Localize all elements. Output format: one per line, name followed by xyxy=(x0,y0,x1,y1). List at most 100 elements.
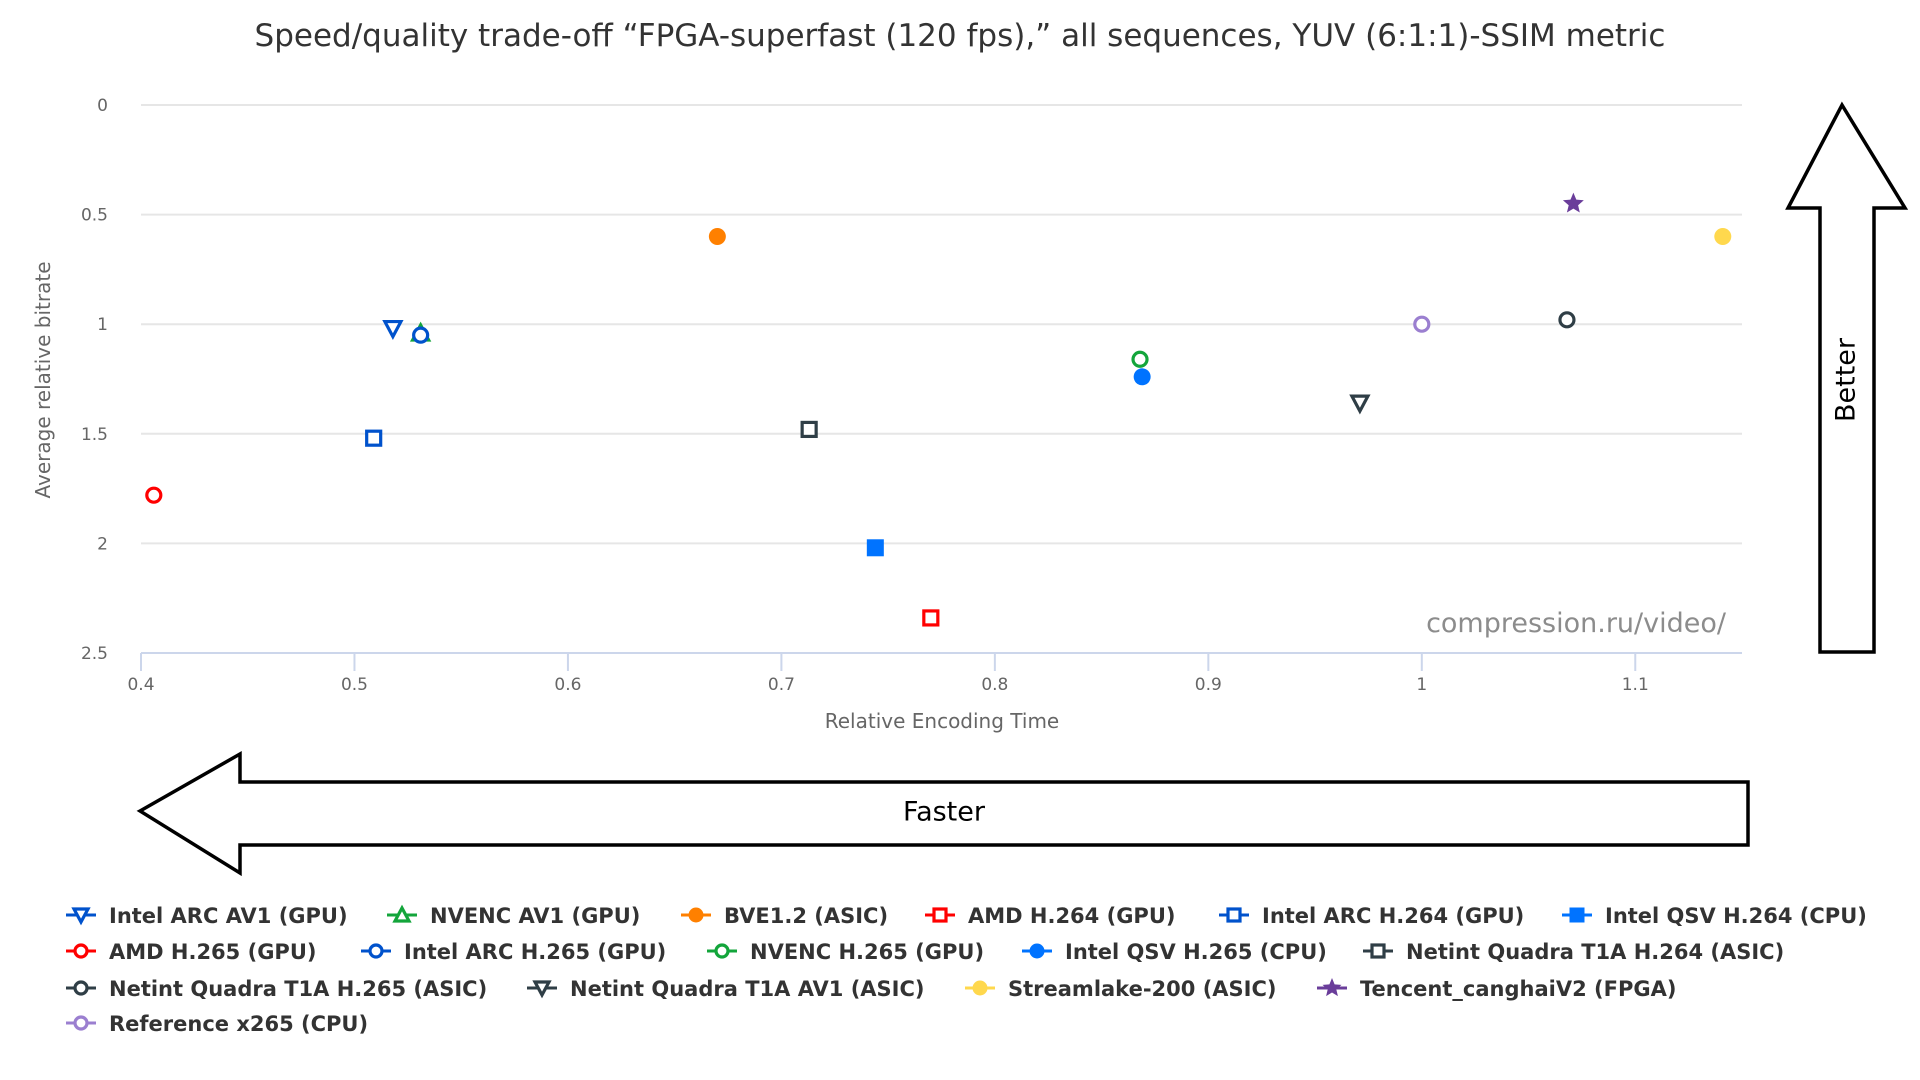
data-point[interactable] xyxy=(1714,228,1732,246)
arrow-left-icon xyxy=(136,750,1750,877)
data-point[interactable] xyxy=(365,429,383,447)
legend-item[interactable]: Intel ARC H.264 (GPU) xyxy=(1219,904,1524,928)
x-tick-label: 1.1 xyxy=(1622,675,1649,695)
legend-item[interactable]: AMD H.265 (GPU) xyxy=(66,940,316,964)
data-point[interactable] xyxy=(922,609,940,627)
legend-item[interactable]: Netint Quadra T1A H.264 (ASIC) xyxy=(1363,940,1784,964)
legend-label: Streamlake-200 (ASIC) xyxy=(1008,977,1277,1001)
legend-item[interactable]: Netint Quadra T1A H.265 (ASIC) xyxy=(66,977,487,1001)
chart-title: Speed/quality trade-off “FPGA-superfast … xyxy=(255,18,1666,54)
data-points xyxy=(145,192,1732,627)
legend-item[interactable]: Intel ARC H.265 (GPU) xyxy=(361,940,666,964)
legend-symbol-icon xyxy=(71,907,91,926)
legend-label: Intel ARC H.265 (GPU) xyxy=(404,940,666,964)
legend-label: Netint Quadra T1A H.265 (ASIC) xyxy=(109,977,487,1001)
data-point[interactable] xyxy=(1133,368,1151,386)
legend-item[interactable]: NVENC H.265 (GPU) xyxy=(707,940,984,964)
legend-label: Netint Quadra T1A AV1 (ASIC) xyxy=(570,977,925,1001)
data-point[interactable] xyxy=(800,420,818,439)
y-tick-label: 1 xyxy=(97,315,108,335)
gridlines xyxy=(141,104,1742,545)
faster-label: Faster xyxy=(903,797,986,828)
series-netint-quadra-t1a-h-265-asic xyxy=(1558,311,1576,329)
legend-symbol-icon xyxy=(972,980,988,996)
x-tick-label: 0.8 xyxy=(981,675,1008,695)
series-intel-qsv-h-264-cpu xyxy=(866,539,884,557)
legend-label: Intel ARC H.264 (GPU) xyxy=(1262,904,1524,928)
legend: Intel ARC AV1 (GPU) NVENC AV1 (GPU) BVE1.2… xyxy=(66,904,1867,1036)
series-netint-quadra-t1a-h-264-asic xyxy=(800,420,818,439)
legend-label: Reference x265 (CPU) xyxy=(109,1012,368,1036)
legend-item[interactable]: AMD H.264 (GPU) xyxy=(925,904,1175,928)
series-intel-qsv-h-265-cpu xyxy=(1133,368,1151,386)
legend-item[interactable]: NVENC AV1 (GPU) xyxy=(387,904,640,928)
watermark-text: compression.ru/video/ xyxy=(1426,608,1727,639)
better-arrow: Better xyxy=(1785,101,1909,654)
series-bve1-2-asic xyxy=(708,228,726,246)
data-point[interactable] xyxy=(1131,350,1149,368)
arrow-up-icon xyxy=(1785,101,1909,654)
x-tick-label: 1 xyxy=(1416,675,1427,695)
series-nvenc-h-265-gpu xyxy=(1131,350,1149,368)
better-label: Better xyxy=(1831,337,1862,422)
legend-label: Tencent_canghaiV2 (FPGA) xyxy=(1360,977,1676,1001)
legend-symbol-icon xyxy=(73,943,89,959)
series-intel-arc-h-265-gpu xyxy=(412,326,430,344)
data-point[interactable] xyxy=(1413,315,1431,333)
legend-symbol-icon xyxy=(714,943,730,959)
series-tencent-canghaiv2-fpga xyxy=(1562,192,1584,213)
legend-item[interactable]: Reference x265 (CPU) xyxy=(66,1012,368,1036)
series-intel-arc-h-264-gpu xyxy=(365,429,383,447)
series-amd-h-265-gpu xyxy=(145,486,163,504)
legend-label: Intel QSV H.264 (CPU) xyxy=(1605,904,1867,928)
legend-label: Intel ARC AV1 (GPU) xyxy=(109,904,348,928)
y-tick-label: 0.5 xyxy=(81,206,108,226)
y-axis-ticks: 0 0.5 1 1.5 2 2.5 xyxy=(81,96,108,664)
data-point[interactable] xyxy=(145,486,163,504)
series-reference-x265-cpu xyxy=(1413,315,1431,333)
data-point[interactable] xyxy=(866,539,884,557)
legend-symbol-icon xyxy=(1029,943,1045,959)
legend-item[interactable]: Intel QSV H.264 (CPU) xyxy=(1562,904,1867,928)
legend-item[interactable]: Intel QSV H.265 (CPU) xyxy=(1022,940,1327,964)
legend-symbol-icon xyxy=(932,907,948,923)
legend-symbol-icon xyxy=(73,980,89,996)
data-point[interactable] xyxy=(1558,311,1576,329)
legend-item[interactable]: Streamlake-200 (ASIC) xyxy=(965,977,1277,1001)
data-point[interactable] xyxy=(412,326,430,344)
legend-label: BVE1.2 (ASIC) xyxy=(724,904,888,928)
legend-symbol-icon xyxy=(1569,907,1585,923)
data-point[interactable] xyxy=(708,228,726,246)
x-tick-label: 0.7 xyxy=(768,675,795,695)
legend-symbol-icon xyxy=(392,904,412,923)
data-point[interactable] xyxy=(1349,394,1371,415)
x-tick-label: 0.4 xyxy=(127,675,154,695)
legend-symbol-icon xyxy=(73,1015,89,1031)
x-tick-label: 0.5 xyxy=(341,675,368,695)
legend-label: AMD H.264 (GPU) xyxy=(968,904,1175,928)
legend-symbol-icon xyxy=(1322,978,1342,997)
legend-label: NVENC AV1 (GPU) xyxy=(430,904,640,928)
legend-label: NVENC H.265 (GPU) xyxy=(750,940,984,964)
legend-item[interactable]: BVE1.2 (ASIC) xyxy=(681,904,888,928)
legend-symbol-icon xyxy=(1226,907,1242,923)
y-tick-label: 2 xyxy=(97,534,108,554)
faster-arrow: Faster xyxy=(136,750,1750,877)
legend-item[interactable]: Netint Quadra T1A AV1 (ASIC) xyxy=(527,977,925,1001)
series-streamlake-200-asic xyxy=(1714,228,1732,246)
y-tick-label: 0 xyxy=(97,96,108,116)
data-point[interactable] xyxy=(382,319,404,340)
legend-item[interactable]: Intel ARC AV1 (GPU) xyxy=(66,904,348,928)
legend-symbol-icon xyxy=(1370,943,1386,959)
x-axis-ticks: 0.4 0.5 0.6 0.7 0.8 0.9 1 1.1 xyxy=(127,653,1649,695)
legend-symbol-icon xyxy=(368,943,384,959)
data-point[interactable] xyxy=(1562,192,1584,213)
y-tick-label: 1.5 xyxy=(81,425,108,445)
series-netint-quadra-t1a-av1-asic xyxy=(1349,394,1371,415)
legend-symbol-icon xyxy=(688,907,704,923)
legend-item[interactable]: Tencent_canghaiV2 (FPGA) xyxy=(1317,977,1676,1001)
y-axis-title: Average relative bitrate xyxy=(31,261,55,498)
legend-symbol-icon xyxy=(532,980,552,999)
x-tick-label: 0.6 xyxy=(554,675,581,695)
